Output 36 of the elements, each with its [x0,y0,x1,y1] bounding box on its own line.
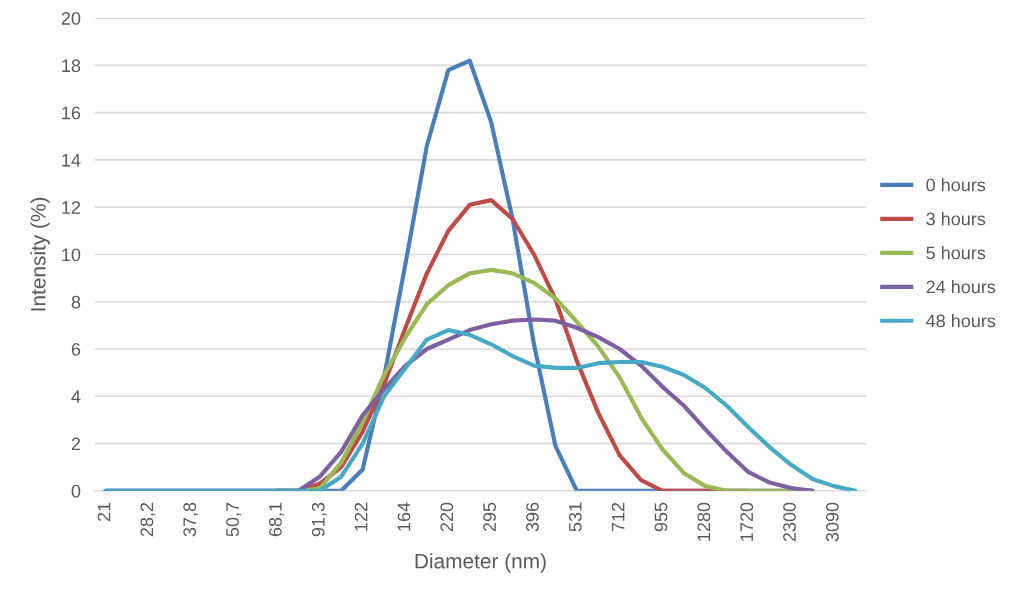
x-tick-label: 955 [654,502,668,532]
x-tick-label: 531 [568,502,582,532]
x-axis-title: Diameter (nm) [415,553,546,573]
x-tick-label: 396 [526,502,539,532]
y-tick-label: 8 [71,295,81,309]
y-tick-label: 2 [71,437,81,451]
x-tick-label: 2300 [783,502,796,542]
x-tick-label: 21 [97,502,111,522]
x-tick-label: 91,3 [311,502,327,537]
x-tick-label: 295 [483,502,496,532]
x-tick-label: 712 [611,502,625,532]
y-tick-label: 18 [62,59,81,73]
legend-label: 24 hours [926,280,996,294]
x-tick-label: 37,8 [183,502,199,537]
y-tick-label: 20 [61,12,81,25]
y-tick-label: 6 [71,342,81,356]
x-tick-label: 1280 [697,502,711,541]
y-tick-label: 12 [62,201,81,214]
y-tick-label: 4 [71,390,81,403]
x-tick-label: 28,2 [140,502,156,537]
y-tick-label: 0 [71,484,81,498]
x-tick-label: 122 [354,502,368,531]
legend-label: 48 hours [926,314,996,328]
y-tick-label: 14 [62,154,81,167]
y-tick-label: 10 [62,248,81,262]
x-tick-label: 220 [440,502,454,532]
x-tick-label: 50,7 [226,502,242,537]
x-tick-label: 3090 [825,502,839,542]
y-axis-title: Intensity (%) [30,197,50,311]
x-tick-label: 1720 [740,502,754,541]
legend-label: 3 hours [926,212,986,226]
legend-label: 0 hours [926,178,986,192]
x-tick-label: 164 [397,502,411,531]
legend-label: 5 hours [926,246,986,260]
y-tick-label: 16 [62,106,81,120]
x-tick-label: 68,1 [269,502,284,537]
